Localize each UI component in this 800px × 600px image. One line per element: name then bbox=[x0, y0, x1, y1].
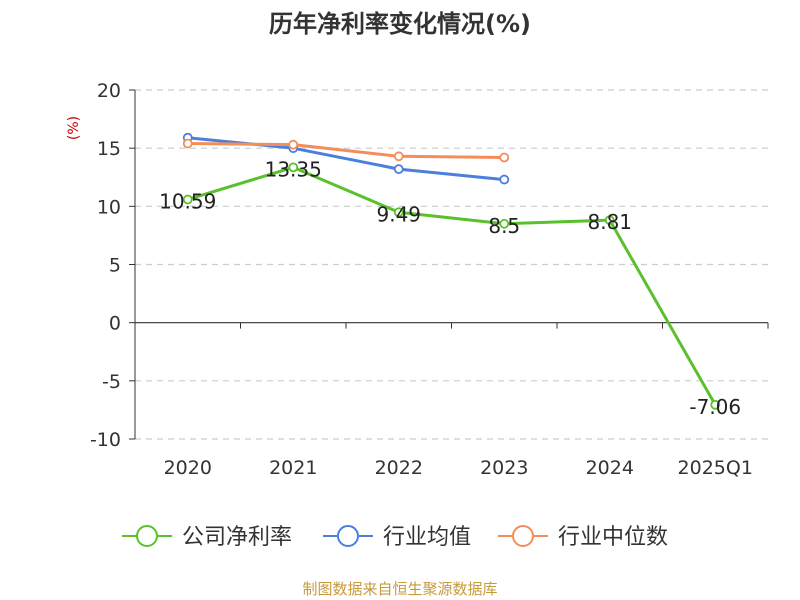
data-point bbox=[393, 151, 404, 162]
data-point bbox=[288, 162, 299, 173]
series-line bbox=[187, 142, 505, 159]
series-line bbox=[187, 165, 717, 406]
data-label: 8.81 bbox=[587, 210, 632, 234]
y-tick-label: 5 bbox=[109, 255, 121, 277]
data-point bbox=[393, 207, 404, 218]
x-tick-label: 2021 bbox=[269, 457, 317, 479]
data-point bbox=[182, 138, 193, 149]
data-label: 13.35 bbox=[265, 157, 322, 181]
legend: 公司净利率 行业均值 行业中位数 bbox=[122, 525, 668, 550]
x-tick-label: 2024 bbox=[586, 457, 634, 479]
legend-circle-icon bbox=[337, 525, 359, 547]
y-axis-unit-label: (%) bbox=[66, 116, 82, 140]
legend-circle-icon bbox=[136, 525, 158, 547]
chart-title: 历年净利率变化情况(%) bbox=[269, 10, 531, 38]
series-lines bbox=[182, 132, 721, 410]
y-tick-label: 10 bbox=[97, 196, 121, 218]
legend-label: 行业中位数 bbox=[558, 525, 668, 550]
data-point bbox=[182, 194, 193, 205]
x-tick-label: 2025Q1 bbox=[678, 457, 753, 479]
data-point bbox=[499, 152, 510, 163]
axes: 20 15 10 5 0 -5 -10 2020 2021 2022 2023 2024 2025Q1 bbox=[90, 80, 769, 479]
y-tick-label: 20 bbox=[97, 80, 121, 102]
y-tick-label: 15 bbox=[97, 138, 121, 160]
legend-label: 公司净利率 bbox=[182, 525, 292, 550]
x-tick-label: 2023 bbox=[480, 457, 528, 479]
data-labels: 10.59 13.35 9.49 8.5 8.81 -7.06 bbox=[159, 157, 741, 418]
data-point bbox=[499, 218, 510, 229]
data-point bbox=[499, 174, 510, 185]
x-tick-label: 2020 bbox=[164, 457, 212, 479]
data-point bbox=[393, 164, 404, 175]
data-point bbox=[288, 139, 299, 150]
data-point bbox=[710, 399, 721, 410]
y-tick-label: 0 bbox=[109, 313, 121, 335]
legend-label: 行业均值 bbox=[383, 525, 471, 550]
data-label: -7.06 bbox=[689, 395, 741, 419]
source-note: 制图数据来自恒生聚源数据库 bbox=[302, 580, 497, 598]
data-point bbox=[604, 215, 615, 226]
data-label: 8.5 bbox=[488, 214, 520, 238]
y-tick-label: -5 bbox=[102, 371, 121, 393]
data-label: 9.49 bbox=[376, 202, 421, 226]
y-tick-label: -10 bbox=[90, 429, 121, 451]
legend-circle-icon bbox=[512, 525, 534, 547]
x-tick-label: 2022 bbox=[375, 457, 423, 479]
data-label: 10.59 bbox=[159, 189, 216, 213]
